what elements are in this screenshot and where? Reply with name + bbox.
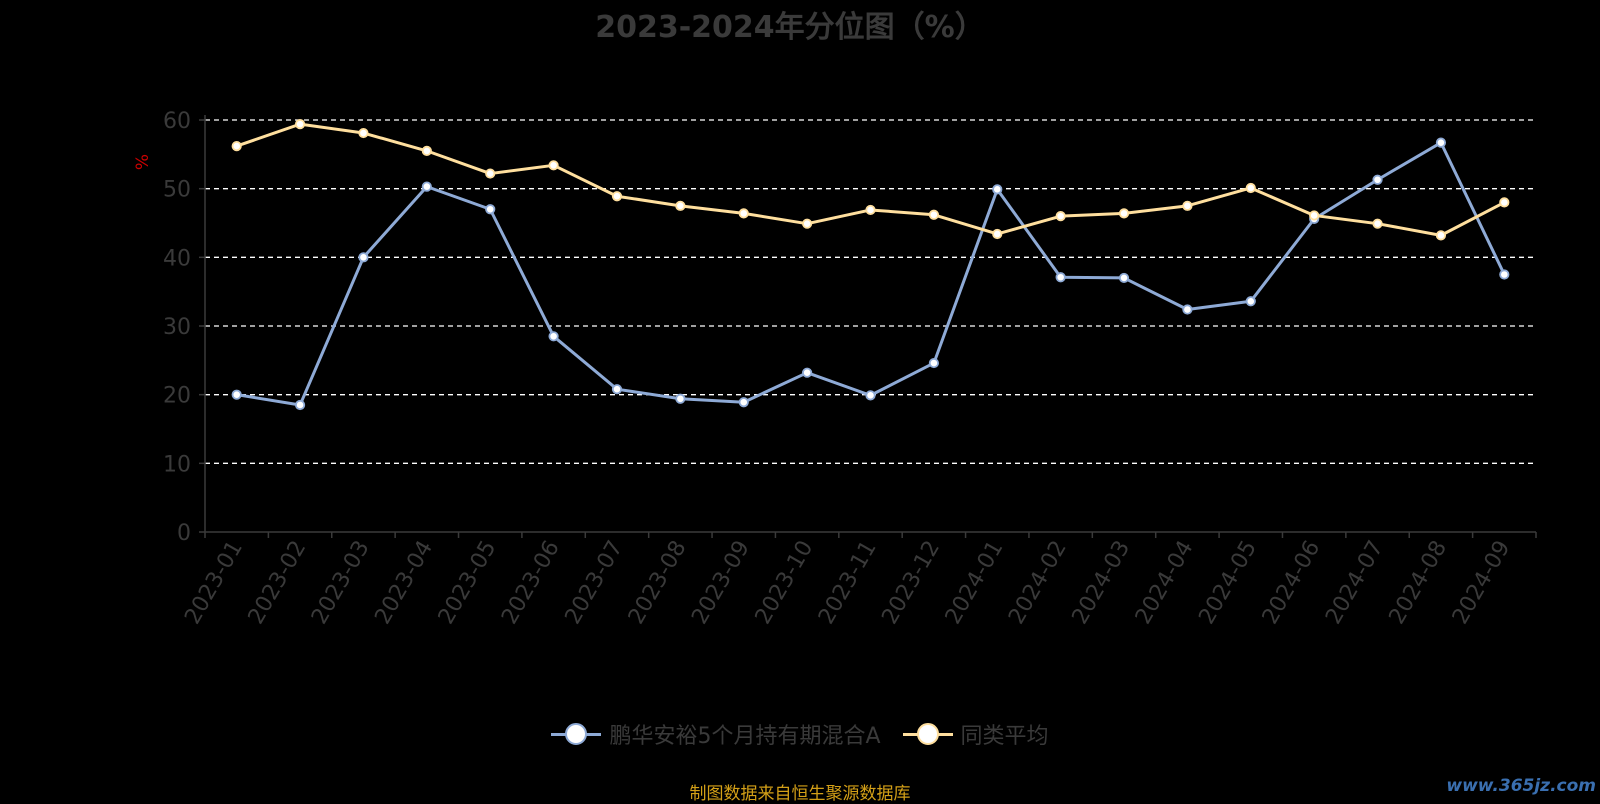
data-point: [738, 208, 749, 219]
y-tick-label: 0: [177, 521, 191, 546]
data-point: [294, 119, 306, 130]
x-tick-label: 2024-05: [1194, 537, 1262, 629]
data-point: [992, 228, 1003, 240]
data-point: [1245, 182, 1256, 194]
legend-swatch-fund: [551, 722, 602, 746]
data-point: [992, 184, 1003, 195]
data-point: [1372, 218, 1383, 229]
gridlines: [205, 119, 1536, 464]
data-point: [611, 384, 623, 395]
x-tick-label: 2023-08: [624, 537, 692, 629]
x-tick-label: 2023-06: [497, 537, 565, 629]
x-tick-label: 2023-11: [814, 537, 882, 629]
legend-swatch-average: [902, 722, 953, 746]
chart-title: 2023-2024年分位图（%）: [595, 10, 985, 45]
data-point: [358, 252, 369, 263]
data-point: [1118, 208, 1130, 219]
x-tick-label: 2023-01: [180, 537, 248, 629]
data-point: [1182, 200, 1193, 211]
y-tick-label: 50: [163, 178, 191, 203]
x-axis: 2023-012023-022023-032023-042023-052023-…: [180, 531, 1537, 629]
data-source-note: 制图数据来自恒生聚源数据库: [689, 784, 911, 804]
x-tick-label: 2023-12: [877, 537, 945, 629]
data-point: [1499, 197, 1510, 208]
x-tick-label: 2024-01: [941, 537, 1009, 629]
data-point: [928, 357, 939, 369]
data-point: [358, 127, 369, 139]
data-point: [865, 390, 876, 401]
x-tick-label: 2023-03: [307, 537, 375, 629]
legend-label-fund: 鹏华安裕5个月持有期混合A: [609, 724, 881, 749]
legend: 鹏华安裕5个月持有期混合A 同类平均: [0, 718, 1600, 750]
data-point: [1435, 137, 1447, 148]
x-tick-label: 2023-07: [561, 537, 629, 629]
data-point: [548, 331, 559, 342]
data-point: [802, 218, 813, 229]
data-point: [1055, 272, 1066, 283]
y-tick-label: 30: [163, 315, 191, 340]
x-tick-label: 2023-05: [434, 537, 502, 629]
y-tick-label: 40: [163, 246, 191, 271]
data-point: [1499, 269, 1510, 280]
data-point: [485, 168, 496, 179]
data-point: [675, 200, 686, 211]
series-layer: [231, 119, 1510, 411]
data-point: [421, 181, 432, 192]
data-point: [1118, 272, 1130, 284]
data-point: [485, 204, 496, 215]
y-tick-label: 10: [163, 452, 191, 477]
data-point: [802, 367, 813, 378]
data-point: [421, 145, 432, 156]
y-tick-label: 20: [163, 384, 191, 409]
x-tick-label: 2024-08: [1385, 537, 1453, 629]
series-1: [231, 119, 1510, 241]
x-tick-label: 2023-10: [751, 537, 819, 629]
data-point: [1372, 174, 1383, 185]
x-tick-label: 2023-09: [687, 537, 755, 629]
legend-item-average[interactable]: 同类平均: [902, 718, 1049, 750]
data-point: [738, 397, 749, 408]
data-point: [928, 209, 939, 220]
data-point: [865, 204, 876, 216]
data-point: [1182, 304, 1193, 315]
data-point: [548, 160, 559, 171]
watermark: www.365jz.com: [1446, 776, 1596, 796]
x-tick-label: 2024-09: [1448, 537, 1516, 629]
data-point: [1055, 211, 1066, 222]
series-0: [231, 137, 1510, 411]
y-tick-label: 60: [163, 109, 191, 134]
data-point: [231, 389, 242, 400]
data-point: [1245, 296, 1256, 307]
x-tick-label: 2024-07: [1321, 537, 1389, 629]
x-tick-label: 2024-03: [1068, 537, 1136, 629]
x-tick-label: 2023-04: [370, 537, 438, 629]
data-point: [1435, 230, 1447, 241]
legend-label-average: 同类平均: [960, 724, 1049, 749]
x-tick-label: 2023-02: [244, 537, 312, 629]
data-point: [294, 399, 306, 411]
x-tick-label: 2024-02: [1004, 537, 1072, 629]
x-tick-label: 2024-06: [1258, 537, 1326, 629]
y-axis-label: %: [133, 154, 153, 170]
y-axis: 0 10 20 30 40 50 60: [163, 109, 206, 546]
legend-item-fund[interactable]: 鹏华安裕5个月持有期混合A: [551, 718, 881, 750]
x-tick-label: 2024-04: [1131, 537, 1199, 629]
data-point: [231, 140, 242, 152]
data-point: [1309, 210, 1320, 221]
data-point: [675, 393, 686, 404]
data-point: [611, 191, 623, 202]
